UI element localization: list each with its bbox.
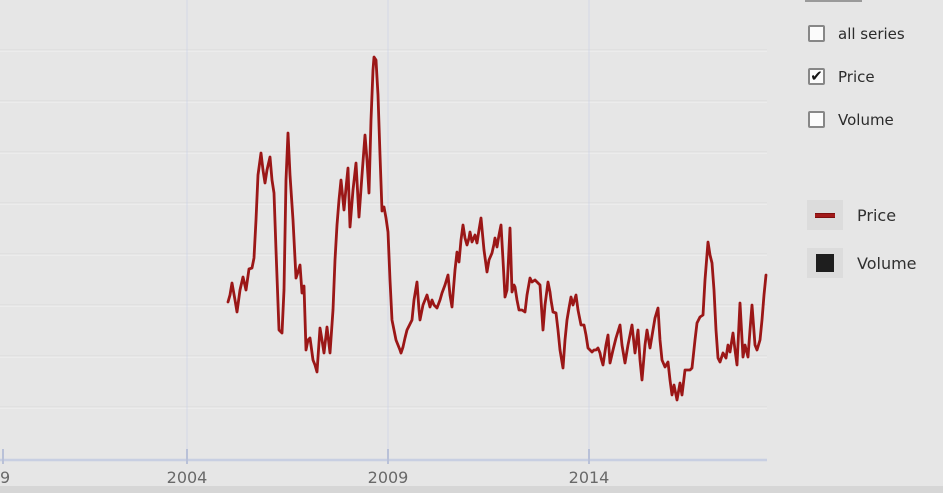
x-tick-label: 2009 — [368, 468, 409, 487]
legend-item-price: Price — [807, 200, 917, 230]
bottom-strip — [0, 486, 943, 493]
series-toggle-volume[interactable]: Volume — [808, 110, 905, 129]
legend-swatch — [807, 200, 843, 230]
series-toggle-all-series[interactable]: all series — [808, 24, 905, 43]
checkbox-label: Volume — [838, 110, 894, 129]
checkbox-label: Price — [838, 67, 875, 86]
series-controls-sidebar: all series ✔ Price Volume Price Volume — [795, 0, 943, 493]
legend-item-volume: Volume — [807, 248, 917, 278]
checkbox-checked-icon[interactable]: ✔ — [808, 68, 825, 85]
price-line-series — [226, 55, 768, 402]
checkbox-label: all series — [838, 24, 905, 43]
x-tick-label: 9 — [0, 468, 10, 487]
square-swatch-icon — [816, 254, 834, 272]
checkbox-unchecked-icon[interactable] — [808, 25, 825, 42]
series-toggle-list: all series ✔ Price Volume — [808, 25, 905, 154]
checkbox-unchecked-icon[interactable] — [808, 111, 825, 128]
legend-label: Volume — [857, 253, 917, 273]
sidebar-top-divider — [805, 0, 862, 2]
x-tick-label: 2004 — [167, 468, 208, 487]
line-swatch-icon — [815, 212, 835, 218]
x-tick-label: 2014 — [569, 468, 610, 487]
legend-label: Price — [857, 205, 897, 225]
series-toggle-price[interactable]: ✔ Price — [808, 67, 905, 86]
legend: Price Volume — [807, 200, 917, 296]
legend-swatch — [807, 248, 843, 278]
price-chart-svg: 9 2004 2009 2014 — [0, 0, 768, 487]
